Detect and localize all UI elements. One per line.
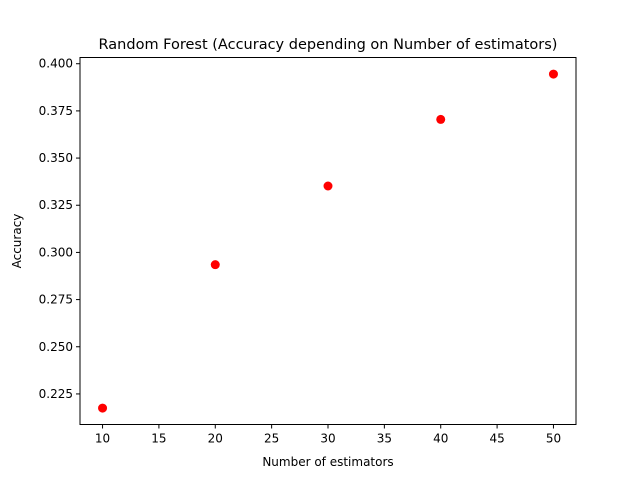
- data-point: [436, 114, 446, 124]
- y-tick-label: 0.225: [39, 387, 73, 401]
- x-axis-label: Number of estimators: [262, 455, 393, 469]
- data-points: [98, 69, 558, 413]
- x-tick-label: 50: [546, 432, 561, 446]
- x-tick-label: 40: [433, 432, 448, 446]
- x-tick-label: 20: [208, 432, 223, 446]
- x-tick-label: 30: [320, 432, 335, 446]
- plot-area-frame: [79, 57, 577, 425]
- y-axis-label: Accuracy: [10, 214, 24, 269]
- x-tick-label: 35: [377, 432, 392, 446]
- y-tick-label: 0.375: [39, 104, 73, 118]
- x-tick-label: 45: [489, 432, 504, 446]
- data-point: [323, 181, 333, 191]
- y-tick-label: 0.400: [39, 57, 73, 71]
- y-tick-label: 0.325: [39, 198, 73, 212]
- chart-title: Random Forest (Accuracy depending on Num…: [99, 37, 558, 53]
- y-tick-label: 0.300: [39, 245, 73, 259]
- data-point: [98, 403, 108, 413]
- axis-ticks: 10 15 20 25 30 35 40 45 50 0.225 0.250 0.275 0.300 0.…: [39, 57, 561, 446]
- y-tick-label: 0.275: [39, 293, 73, 307]
- y-tick-label: 0.350: [39, 151, 73, 165]
- y-tick-label: 0.250: [39, 340, 73, 354]
- data-point: [548, 69, 558, 79]
- x-tick-label: 15: [151, 432, 166, 446]
- data-point: [210, 260, 220, 270]
- x-tick-label: 25: [264, 432, 279, 446]
- x-tick-label: 10: [95, 432, 110, 446]
